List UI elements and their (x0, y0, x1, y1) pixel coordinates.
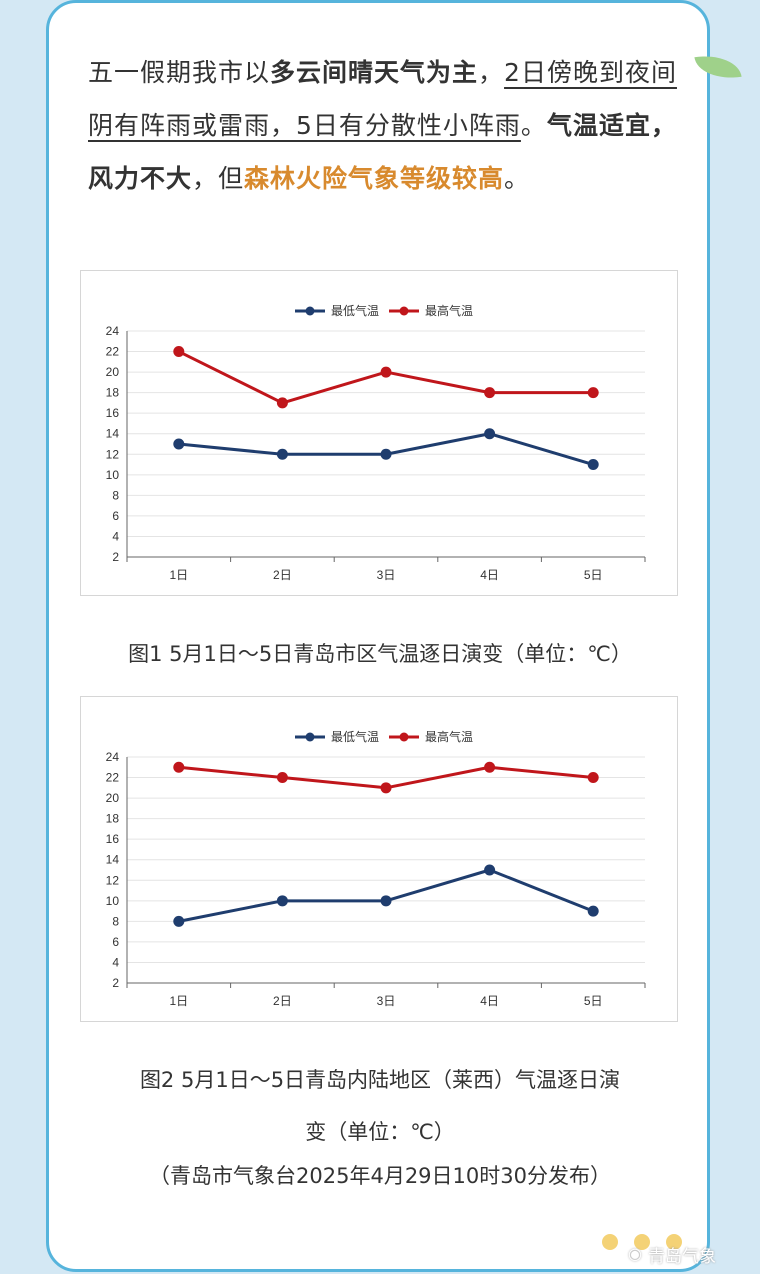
data-point-max (484, 387, 496, 399)
data-point-max (276, 397, 288, 409)
y-tick-label: 18 (106, 386, 120, 400)
x-tick-label: 3日 (377, 994, 396, 1008)
y-tick-label: 4 (112, 955, 119, 969)
watermark: 青岛气象 (648, 1247, 716, 1267)
article-card (46, 0, 710, 1272)
x-tick-label: 4日 (480, 994, 499, 1008)
source-note: （青岛市气象台2025年4月29日10时30分发布） (149, 1164, 611, 1188)
y-tick-label: 22 (106, 345, 120, 359)
weibo-icon: ◉ (628, 1244, 642, 1263)
figure-1-caption: 图1 5月1日～5日青岛市区气温逐日演变（单位：℃） (128, 642, 632, 666)
intro-text-2: ， (478, 58, 505, 87)
data-point-max (173, 346, 185, 358)
y-tick-label: 24 (106, 324, 120, 338)
data-point-min (380, 895, 392, 907)
legend-swatch-marker (399, 306, 409, 316)
chart-2: 2 4 6 8 10 12 14 16 18 20 22 24 1日 2日 3日 4日 5日 最低气温 最高气温 (80, 696, 678, 1022)
data-point-max (380, 366, 392, 378)
x-tick-label: 4日 (480, 568, 499, 582)
y-tick-label: 20 (106, 791, 120, 805)
data-point-min (380, 448, 392, 460)
y-tick-label: 8 (112, 488, 119, 502)
y-tick-label: 14 (106, 853, 120, 867)
y-tick-label: 14 (106, 427, 120, 441)
y-tick-label: 18 (106, 812, 120, 826)
x-tick-label: 2日 (273, 994, 292, 1008)
intro-text-5: 。 (504, 164, 531, 193)
legend-label: 最高气温 (425, 303, 473, 318)
data-point-min (173, 915, 185, 927)
y-tick-label: 2 (112, 550, 119, 564)
legend-label: 最低气温 (331, 303, 379, 318)
figure-2-caption-line-1: 图2 5月1日～5日青岛内陆地区（莱西）气温逐日演 (139, 1068, 621, 1092)
data-point-max (173, 761, 185, 773)
y-tick-label: 6 (112, 509, 119, 523)
data-point-max (276, 772, 288, 784)
x-tick-label: 2日 (273, 568, 292, 582)
legend-label: 最高气温 (425, 729, 473, 744)
data-point-max (484, 761, 496, 773)
data-point-min (587, 905, 599, 917)
legend-label: 最低气温 (331, 729, 379, 744)
y-tick-label: 12 (106, 873, 120, 887)
y-tick-label: 22 (106, 771, 120, 785)
data-point-min (276, 448, 288, 460)
x-tick-label: 5日 (584, 568, 603, 582)
y-tick-label: 8 (112, 914, 119, 928)
intro-underlined: 2日傍晚到夜间阴有阵雨或雷雨，5日有分散性小阵雨 (88, 58, 677, 140)
intro-bold-2: 气温适宜，风力不大 (88, 111, 677, 193)
data-point-max (380, 782, 392, 794)
y-tick-label: 10 (106, 894, 120, 908)
figure-2-caption-line-2: 变（单位：℃） (305, 1120, 455, 1144)
intro-highlight: 森林火险气象等级较高 (244, 164, 505, 193)
chart-1: 2 4 6 8 10 12 14 16 18 20 22 24 1日 2日 3日 4日 5日 最低气温 最高气温 (80, 270, 678, 596)
intro-text-1: 五一假期我市以 (88, 58, 271, 87)
decor-dot-3 (666, 1234, 682, 1250)
x-tick-label: 1日 (169, 994, 188, 1008)
intro-text-4: ，但 (192, 164, 245, 193)
legend-swatch-marker (399, 732, 409, 742)
data-point-min (484, 428, 496, 440)
data-point-max (587, 387, 599, 399)
data-point-min (587, 459, 599, 471)
y-tick-label: 16 (106, 832, 120, 846)
intro-text-3: 。 (520, 111, 547, 140)
y-tick-label: 20 (106, 365, 120, 379)
x-tick-label: 1日 (169, 568, 188, 582)
y-tick-label: 2 (112, 976, 119, 990)
legend-swatch-marker (305, 732, 315, 742)
data-point-min (484, 864, 496, 876)
x-tick-label: 5日 (584, 994, 603, 1008)
intro-paragraph: 五一假期我市以多云间晴天气为主，2日傍晚到夜间阴有阵雨或雷雨，5日有分散性小阵雨… (88, 46, 684, 205)
x-tick-label: 3日 (377, 568, 396, 582)
decor-dot-2 (634, 1234, 650, 1250)
y-tick-label: 6 (112, 935, 119, 949)
y-tick-label: 4 (112, 529, 119, 543)
y-tick-label: 12 (106, 447, 120, 461)
legend-swatch-marker (305, 306, 315, 316)
data-point-min (173, 438, 185, 450)
y-tick-label: 24 (106, 750, 120, 764)
y-tick-label: 10 (106, 468, 120, 482)
intro-bold-1: 多云间晴天气为主 (270, 58, 479, 87)
data-point-max (587, 772, 599, 784)
decor-dot-1 (602, 1234, 618, 1250)
data-point-min (276, 895, 288, 907)
y-tick-label: 16 (106, 406, 120, 420)
